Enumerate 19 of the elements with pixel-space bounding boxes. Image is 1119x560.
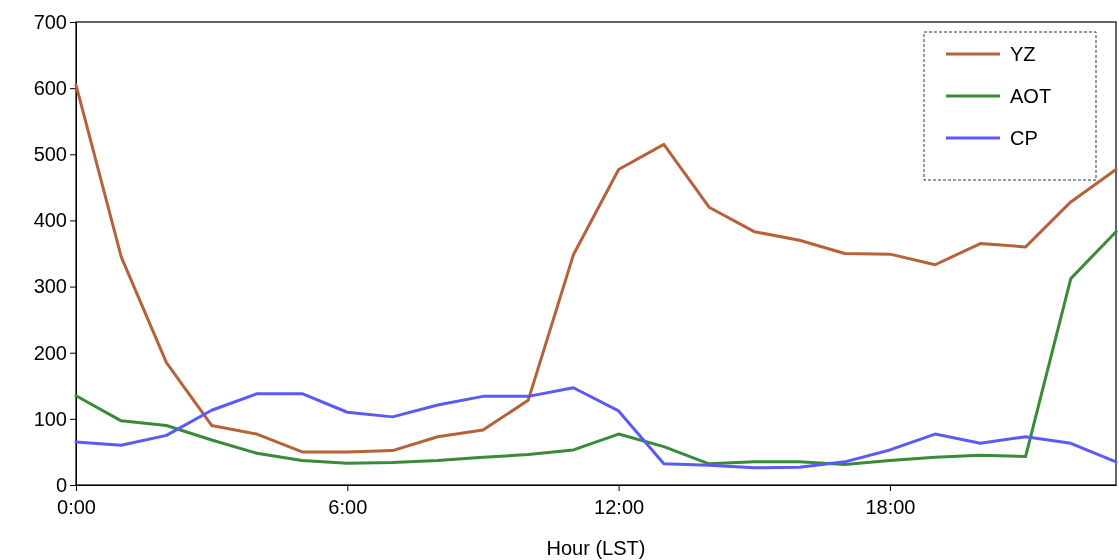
y-tick-label: 400 <box>33 209 67 232</box>
y-tick-label: 600 <box>33 77 67 100</box>
y-tick-label: 200 <box>33 341 67 364</box>
y-tick-label: 100 <box>33 407 67 430</box>
y-tick-label: 0 <box>55 473 67 496</box>
x-axis-title: Hour (LST) <box>546 537 646 559</box>
legend-label: CP <box>1010 127 1038 149</box>
line-series <box>74 230 1118 466</box>
line-series <box>74 386 1118 470</box>
legend-label: AOT <box>1010 85 1052 107</box>
y-tick-label: 500 <box>33 143 67 166</box>
x-tick-label: 0:00 <box>57 496 96 518</box>
line-series <box>74 83 1118 454</box>
y-tick-label: 700 <box>33 10 67 33</box>
x-tick-label: 18:00 <box>865 496 916 518</box>
legend-label: YZ <box>1010 43 1036 65</box>
x-tick-label: 6:00 <box>328 496 368 518</box>
y-tick-label: 300 <box>33 275 67 298</box>
x-tick-label: 12:00 <box>594 496 645 518</box>
